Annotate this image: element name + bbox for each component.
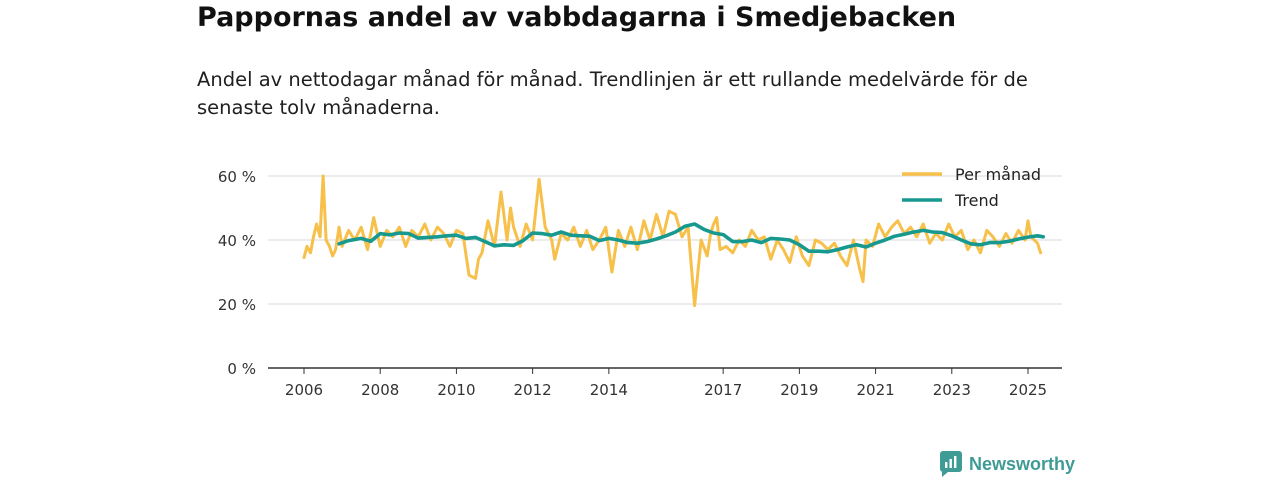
chart-title: Pappornas andel av vabbdagarna i Smedjeb… <box>197 2 957 33</box>
series-line-per-manad <box>302 174 1043 308</box>
newsworthy-logo-icon <box>940 451 962 477</box>
x-tick-label: 2010 <box>437 381 475 399</box>
legend-item: Per månad <box>902 165 1041 184</box>
legend: Per månad Trend <box>902 165 1041 210</box>
newsworthy-brand-name: Newsworthy <box>969 453 1076 474</box>
y-axis-ticks: 0 % 20 % 40 % 60 % <box>218 168 256 378</box>
y-tick-label: 40 % <box>218 232 256 250</box>
x-tick-label: 2006 <box>285 381 323 399</box>
x-tick-label: 2025 <box>1009 381 1047 399</box>
x-tick-label: 2019 <box>780 381 818 399</box>
legend-item: Trend <box>902 191 999 210</box>
x-tick-label: 2014 <box>590 381 628 399</box>
x-axis-ticks: 2006 2008 2010 2012 2014 2017 2019 2021 2023 2025 <box>285 368 1047 399</box>
x-tick-label: 2012 <box>514 381 552 399</box>
chart-subtitle: Andel av nettodagar månad för månad. Tre… <box>197 68 1028 119</box>
y-tick-label: 20 % <box>218 296 256 314</box>
y-tick-label: 60 % <box>218 168 256 186</box>
newsworthy-brand[interactable]: Newsworthy <box>940 451 1075 477</box>
x-tick-label: 2017 <box>704 381 742 399</box>
legend-label: Per månad <box>955 165 1041 184</box>
x-tick-label: 2023 <box>933 381 971 399</box>
x-tick-label: 2008 <box>361 381 399 399</box>
series-line-trend <box>337 222 1045 254</box>
legend-label: Trend <box>954 191 999 210</box>
y-tick-label: 0 % <box>227 360 256 378</box>
series-lines <box>302 174 1045 308</box>
gridlines <box>268 175 1062 369</box>
x-tick-label: 2021 <box>856 381 894 399</box>
